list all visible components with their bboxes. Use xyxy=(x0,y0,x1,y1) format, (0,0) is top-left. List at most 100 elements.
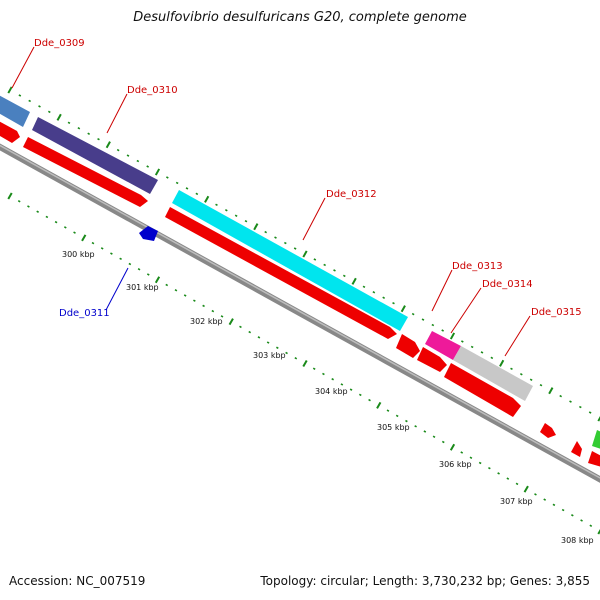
kbp-label: 301 kbp xyxy=(126,283,159,292)
major-tick xyxy=(7,86,13,94)
minor-tick xyxy=(224,209,228,212)
label-dde-0315[interactable]: Dde_0315 xyxy=(531,307,582,318)
minor-tick xyxy=(441,440,445,444)
leader-dde-0309 xyxy=(11,46,35,89)
cds-arrow xyxy=(165,207,397,339)
major-tick xyxy=(302,250,308,258)
label-dde-0309[interactable]: Dde_0309 xyxy=(34,38,85,49)
minor-tick xyxy=(358,393,362,397)
minor-tick xyxy=(589,524,593,528)
minor-tick xyxy=(211,309,215,313)
kbp-label: 300 kbp xyxy=(62,250,95,259)
minor-tick xyxy=(266,341,270,344)
minor-tick xyxy=(372,291,376,294)
minor-tick xyxy=(386,409,390,412)
label-dde-0310[interactable]: Dde_0310 xyxy=(127,85,178,96)
major-tick xyxy=(376,401,382,409)
minor-tick xyxy=(490,356,494,360)
label-dde-0313[interactable]: Dde_0313 xyxy=(452,261,503,272)
minor-tick xyxy=(264,230,268,234)
major-tick xyxy=(523,485,529,493)
minor-tick xyxy=(480,351,484,354)
minor-tick xyxy=(100,247,104,250)
minor-tick xyxy=(382,296,386,299)
gene-bar-dde-0310[interactable] xyxy=(32,117,158,194)
major-tick xyxy=(548,387,554,395)
gene-bar-dde-0311[interactable] xyxy=(139,226,158,241)
minor-tick xyxy=(414,425,417,428)
minor-tick xyxy=(126,154,130,157)
kbp-label: 303 kbp xyxy=(253,351,286,360)
kbp-label: 307 kbp xyxy=(500,497,533,506)
cds-arrow xyxy=(444,363,521,417)
minor-tick xyxy=(174,288,178,292)
minor-tick xyxy=(322,372,325,376)
minor-tick xyxy=(362,285,366,289)
label-dde-0312[interactable]: Dde_0312 xyxy=(326,189,377,200)
minor-tick xyxy=(185,187,189,190)
topology-text: Topology: circular; Length: 3,730,232 bp… xyxy=(260,574,590,588)
minor-tick xyxy=(275,346,279,350)
leader-dde-0315 xyxy=(504,315,531,357)
major-tick xyxy=(351,277,357,285)
minor-tick xyxy=(136,159,140,163)
minor-tick xyxy=(333,269,336,272)
minor-tick xyxy=(128,262,132,266)
label-dde-0314[interactable]: Dde_0314 xyxy=(482,279,533,290)
minor-tick xyxy=(405,419,408,423)
gene-bar-dde-0312[interactable] xyxy=(172,190,408,331)
gene-bar-dde-0309[interactable] xyxy=(0,93,30,127)
kbp-label: 305 kbp xyxy=(377,423,410,432)
minor-tick xyxy=(244,219,248,223)
cds-arrow xyxy=(540,423,556,438)
minor-tick xyxy=(257,336,261,339)
minor-tick xyxy=(497,472,500,475)
minor-tick xyxy=(515,482,519,486)
major-tick xyxy=(154,168,161,176)
minor-tick xyxy=(331,377,335,381)
minor-tick xyxy=(110,252,113,255)
genome-backbone-highlight xyxy=(0,144,600,479)
minor-tick xyxy=(17,199,21,203)
minor-tick xyxy=(45,215,49,219)
kbp-label: 306 kbp xyxy=(439,460,472,469)
major-tick xyxy=(105,141,111,149)
minor-tick xyxy=(97,137,100,141)
minor-tick xyxy=(36,210,40,213)
minor-tick xyxy=(569,400,572,403)
minor-tick xyxy=(294,357,298,360)
label-dde-0311[interactable]: Dde_0311 xyxy=(59,308,110,319)
minor-tick xyxy=(313,258,317,261)
minor-tick xyxy=(431,323,435,327)
cds-arrow xyxy=(396,334,420,358)
minor-tick xyxy=(54,220,58,224)
major-tick xyxy=(597,415,600,422)
kbp-label: 304 kbp xyxy=(315,387,348,396)
minor-tick xyxy=(470,345,474,349)
minor-tick xyxy=(215,203,218,207)
minor-tick xyxy=(368,398,371,402)
minor-tick xyxy=(234,214,238,217)
leader-dde-0313 xyxy=(431,269,453,312)
minor-tick xyxy=(195,192,199,196)
minor-tick xyxy=(340,383,344,386)
gene-bar-dde-0314[interactable] xyxy=(453,346,533,401)
minor-tick xyxy=(552,503,556,507)
minor-tick xyxy=(283,241,287,245)
major-tick xyxy=(449,332,456,340)
gene-bar-dde-0313[interactable] xyxy=(425,331,461,360)
minor-tick xyxy=(323,263,327,267)
minor-tick xyxy=(27,205,30,208)
minor-tick xyxy=(519,373,523,376)
minor-tick xyxy=(248,330,252,334)
cds-arrow xyxy=(23,137,148,207)
minor-tick xyxy=(570,514,574,517)
leader-dde-0314 xyxy=(450,287,482,334)
minor-tick xyxy=(239,325,242,329)
minor-tick xyxy=(488,466,491,470)
major-tick xyxy=(81,234,87,242)
minor-tick xyxy=(580,519,583,522)
minor-tick xyxy=(578,405,582,409)
minor-tick xyxy=(38,105,41,108)
